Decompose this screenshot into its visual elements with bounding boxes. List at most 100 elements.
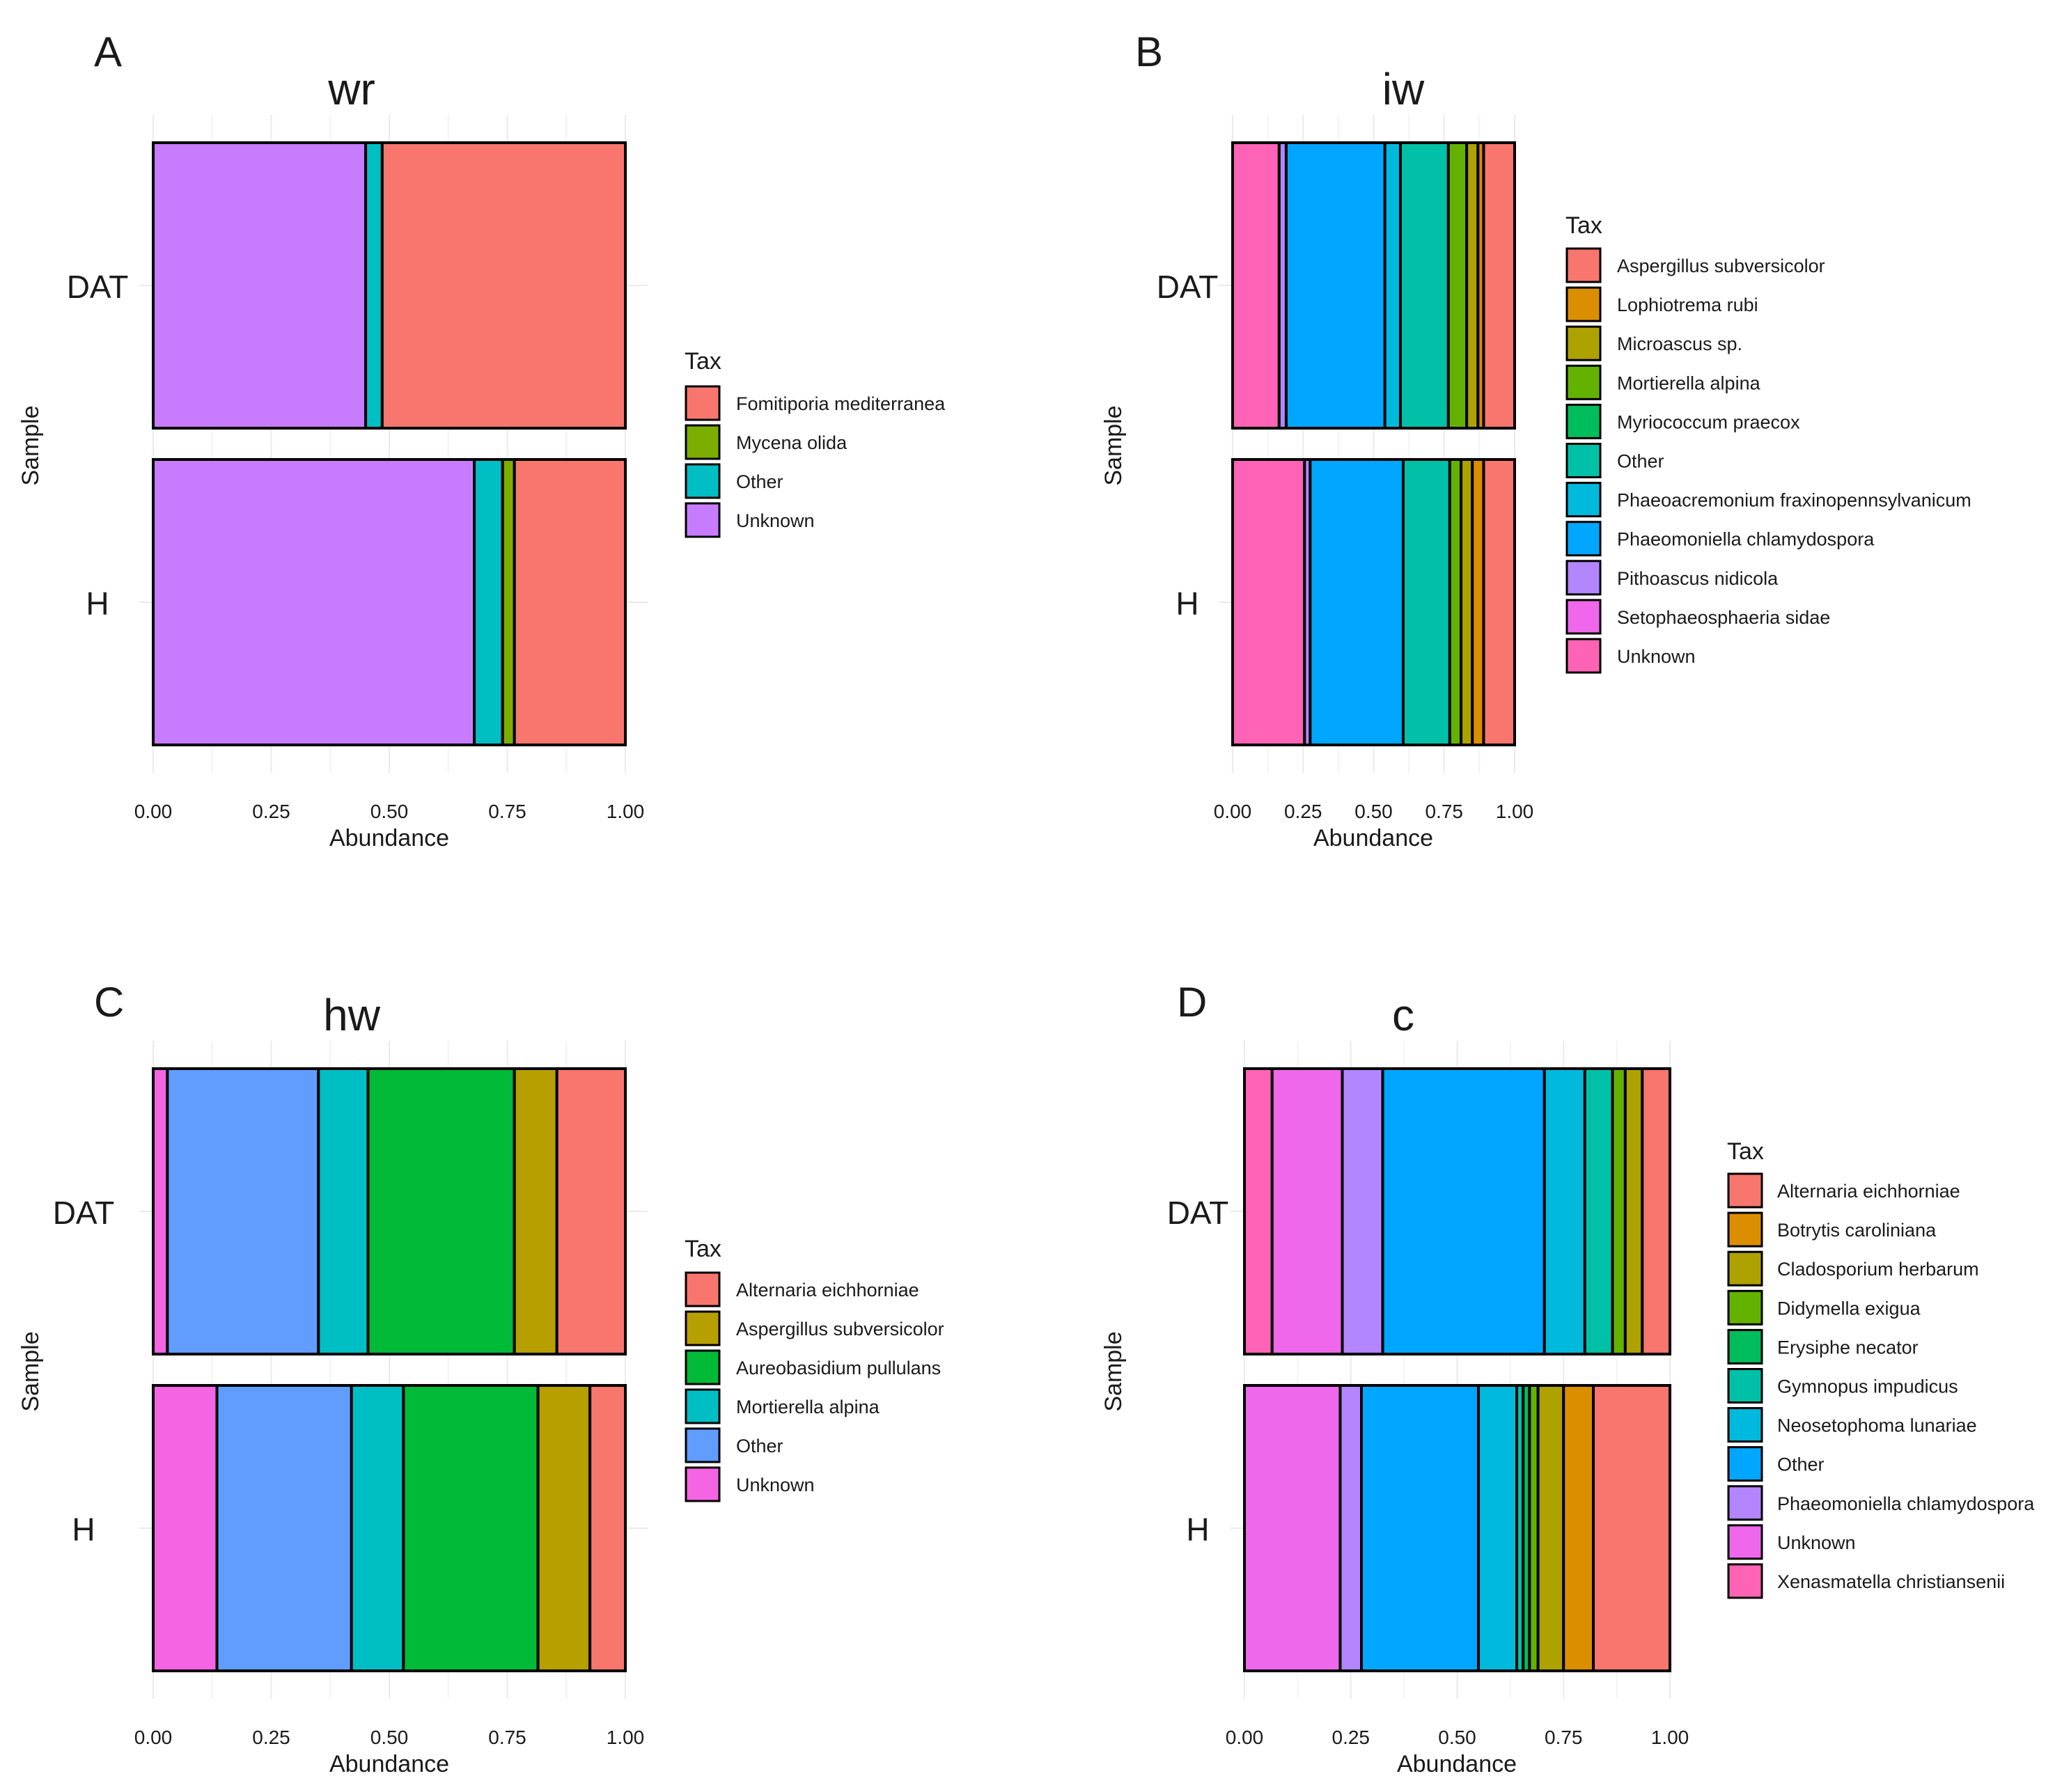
legend-key — [685, 1349, 721, 1385]
x-tick-label: 1.00 — [1496, 801, 1534, 822]
category-label: DAT — [1157, 269, 1219, 305]
y-axis-title: Sample — [1100, 405, 1127, 485]
bar-segment — [1460, 458, 1474, 746]
bar-segment — [1381, 1067, 1546, 1355]
x-tick-label: 1.00 — [1651, 1727, 1689, 1748]
legend-label: Unknown — [1777, 1532, 1856, 1553]
legend-key — [1565, 443, 1602, 478]
bar-segment — [1243, 1384, 1342, 1672]
bar-segment — [366, 1067, 516, 1355]
legend-key — [1565, 286, 1602, 322]
legend-label: Other — [1617, 451, 1664, 472]
bar-segment — [536, 1384, 592, 1672]
legend-key — [1727, 1211, 1763, 1248]
x-tick-label: 0.75 — [1545, 1727, 1583, 1748]
y-axis-title: Sample — [1100, 1331, 1127, 1411]
x-tick-label: 0.50 — [370, 1727, 409, 1748]
category-label: H — [86, 585, 109, 622]
legend-title: Tax — [685, 348, 721, 375]
x-tick-label: 0.50 — [370, 801, 409, 822]
chart-title: hw — [323, 990, 381, 1040]
legend-label: Aspergillus subversicolor — [1617, 256, 1825, 276]
legend-key — [685, 1271, 721, 1307]
legend-label: Gymnopus impudicus — [1777, 1376, 1958, 1397]
bar-segment — [152, 458, 476, 746]
legend-label: Mortierella alpina — [736, 1397, 880, 1417]
legend-label: Erysiphe necator — [1777, 1337, 1919, 1358]
legend-key — [1727, 1485, 1763, 1521]
bar-segment — [1482, 141, 1516, 430]
legend-label: Setophaeosphaeria sidae — [1617, 607, 1830, 628]
panel-letter: A — [94, 29, 122, 75]
legend-key — [1727, 1368, 1763, 1404]
panel-letter: C — [94, 979, 124, 1025]
legend-label: Other — [1777, 1454, 1825, 1475]
y-axis-title: Sample — [17, 1331, 44, 1411]
bar-segment — [1477, 1384, 1519, 1672]
legend-key — [685, 502, 721, 538]
bar-segment — [1231, 141, 1281, 430]
legend-key — [1727, 1563, 1763, 1599]
category-label: DAT — [67, 269, 129, 305]
x-tick-label: 0.25 — [1284, 801, 1322, 822]
bar-segment — [1341, 1067, 1384, 1355]
x-tick-label: 0.50 — [1438, 1727, 1476, 1748]
legend-key — [1565, 403, 1602, 439]
x-tick-label: 0.25 — [252, 801, 290, 822]
legend-key — [1727, 1446, 1763, 1482]
legend-label: Myriococcum praecox — [1617, 411, 1800, 432]
legend-label: Other — [736, 471, 783, 492]
legend-label: Phaeomoniella chlamydospora — [1777, 1493, 2035, 1514]
bar-segment — [1231, 458, 1306, 746]
x-tick-label: 0.25 — [252, 1727, 290, 1748]
legend-title: Tax — [1565, 212, 1602, 239]
legend-key — [1727, 1328, 1763, 1365]
legend-label: Aureobasidium pullulans — [736, 1358, 941, 1378]
bar-segment — [1446, 141, 1469, 430]
legend-label: Mycena olida — [736, 432, 848, 453]
x-axis-title: Abundance — [1397, 1751, 1517, 1777]
bar-segment — [1641, 1067, 1671, 1355]
x-axis-title: Abundance — [1313, 825, 1433, 851]
category-label: DAT — [53, 1195, 115, 1231]
bar-segment — [1592, 1384, 1672, 1672]
x-axis-title: Abundance — [329, 1751, 449, 1777]
category-label: H — [1186, 1511, 1209, 1548]
legend-label: Phaeomoniella chlamydospora — [1617, 529, 1875, 550]
bar-segment — [501, 458, 516, 746]
legend-label: Unknown — [736, 510, 815, 531]
legend-key — [1565, 325, 1602, 361]
bar-segment — [1623, 1067, 1644, 1355]
legend-key — [1565, 638, 1602, 674]
bar-segment — [317, 1067, 370, 1355]
bar-segment — [364, 141, 384, 430]
chart-title: iw — [1382, 64, 1425, 114]
legend-key — [1565, 521, 1602, 557]
legend-key — [1727, 1524, 1763, 1560]
legend-key — [685, 463, 721, 499]
bar-segment — [215, 1384, 353, 1672]
bar-segment — [1465, 141, 1480, 430]
legend-key — [1727, 1250, 1763, 1287]
bar-segment — [152, 1067, 169, 1355]
bar-segment — [513, 1067, 559, 1355]
legend-label: Alternaria eichhorniae — [1777, 1181, 1960, 1202]
chart-title: wr — [327, 64, 375, 114]
bar-segment — [473, 458, 504, 746]
category-label: H — [1176, 585, 1198, 622]
bar-segment — [1611, 1067, 1627, 1355]
legend-label: Botrytis caroliniana — [1777, 1220, 1937, 1241]
legend-key — [1565, 560, 1602, 596]
legend-title: Tax — [1727, 1138, 1764, 1165]
bar-segment — [1243, 1067, 1274, 1355]
legend-label: Unknown — [1617, 646, 1696, 667]
legend-key — [1565, 364, 1602, 400]
bar-segment — [380, 141, 627, 430]
legend-key — [685, 1388, 721, 1424]
bar-segment — [513, 458, 627, 746]
legend-key — [1727, 1172, 1763, 1209]
category-label: H — [72, 1511, 95, 1548]
x-tick-label: 0.00 — [134, 1727, 173, 1748]
